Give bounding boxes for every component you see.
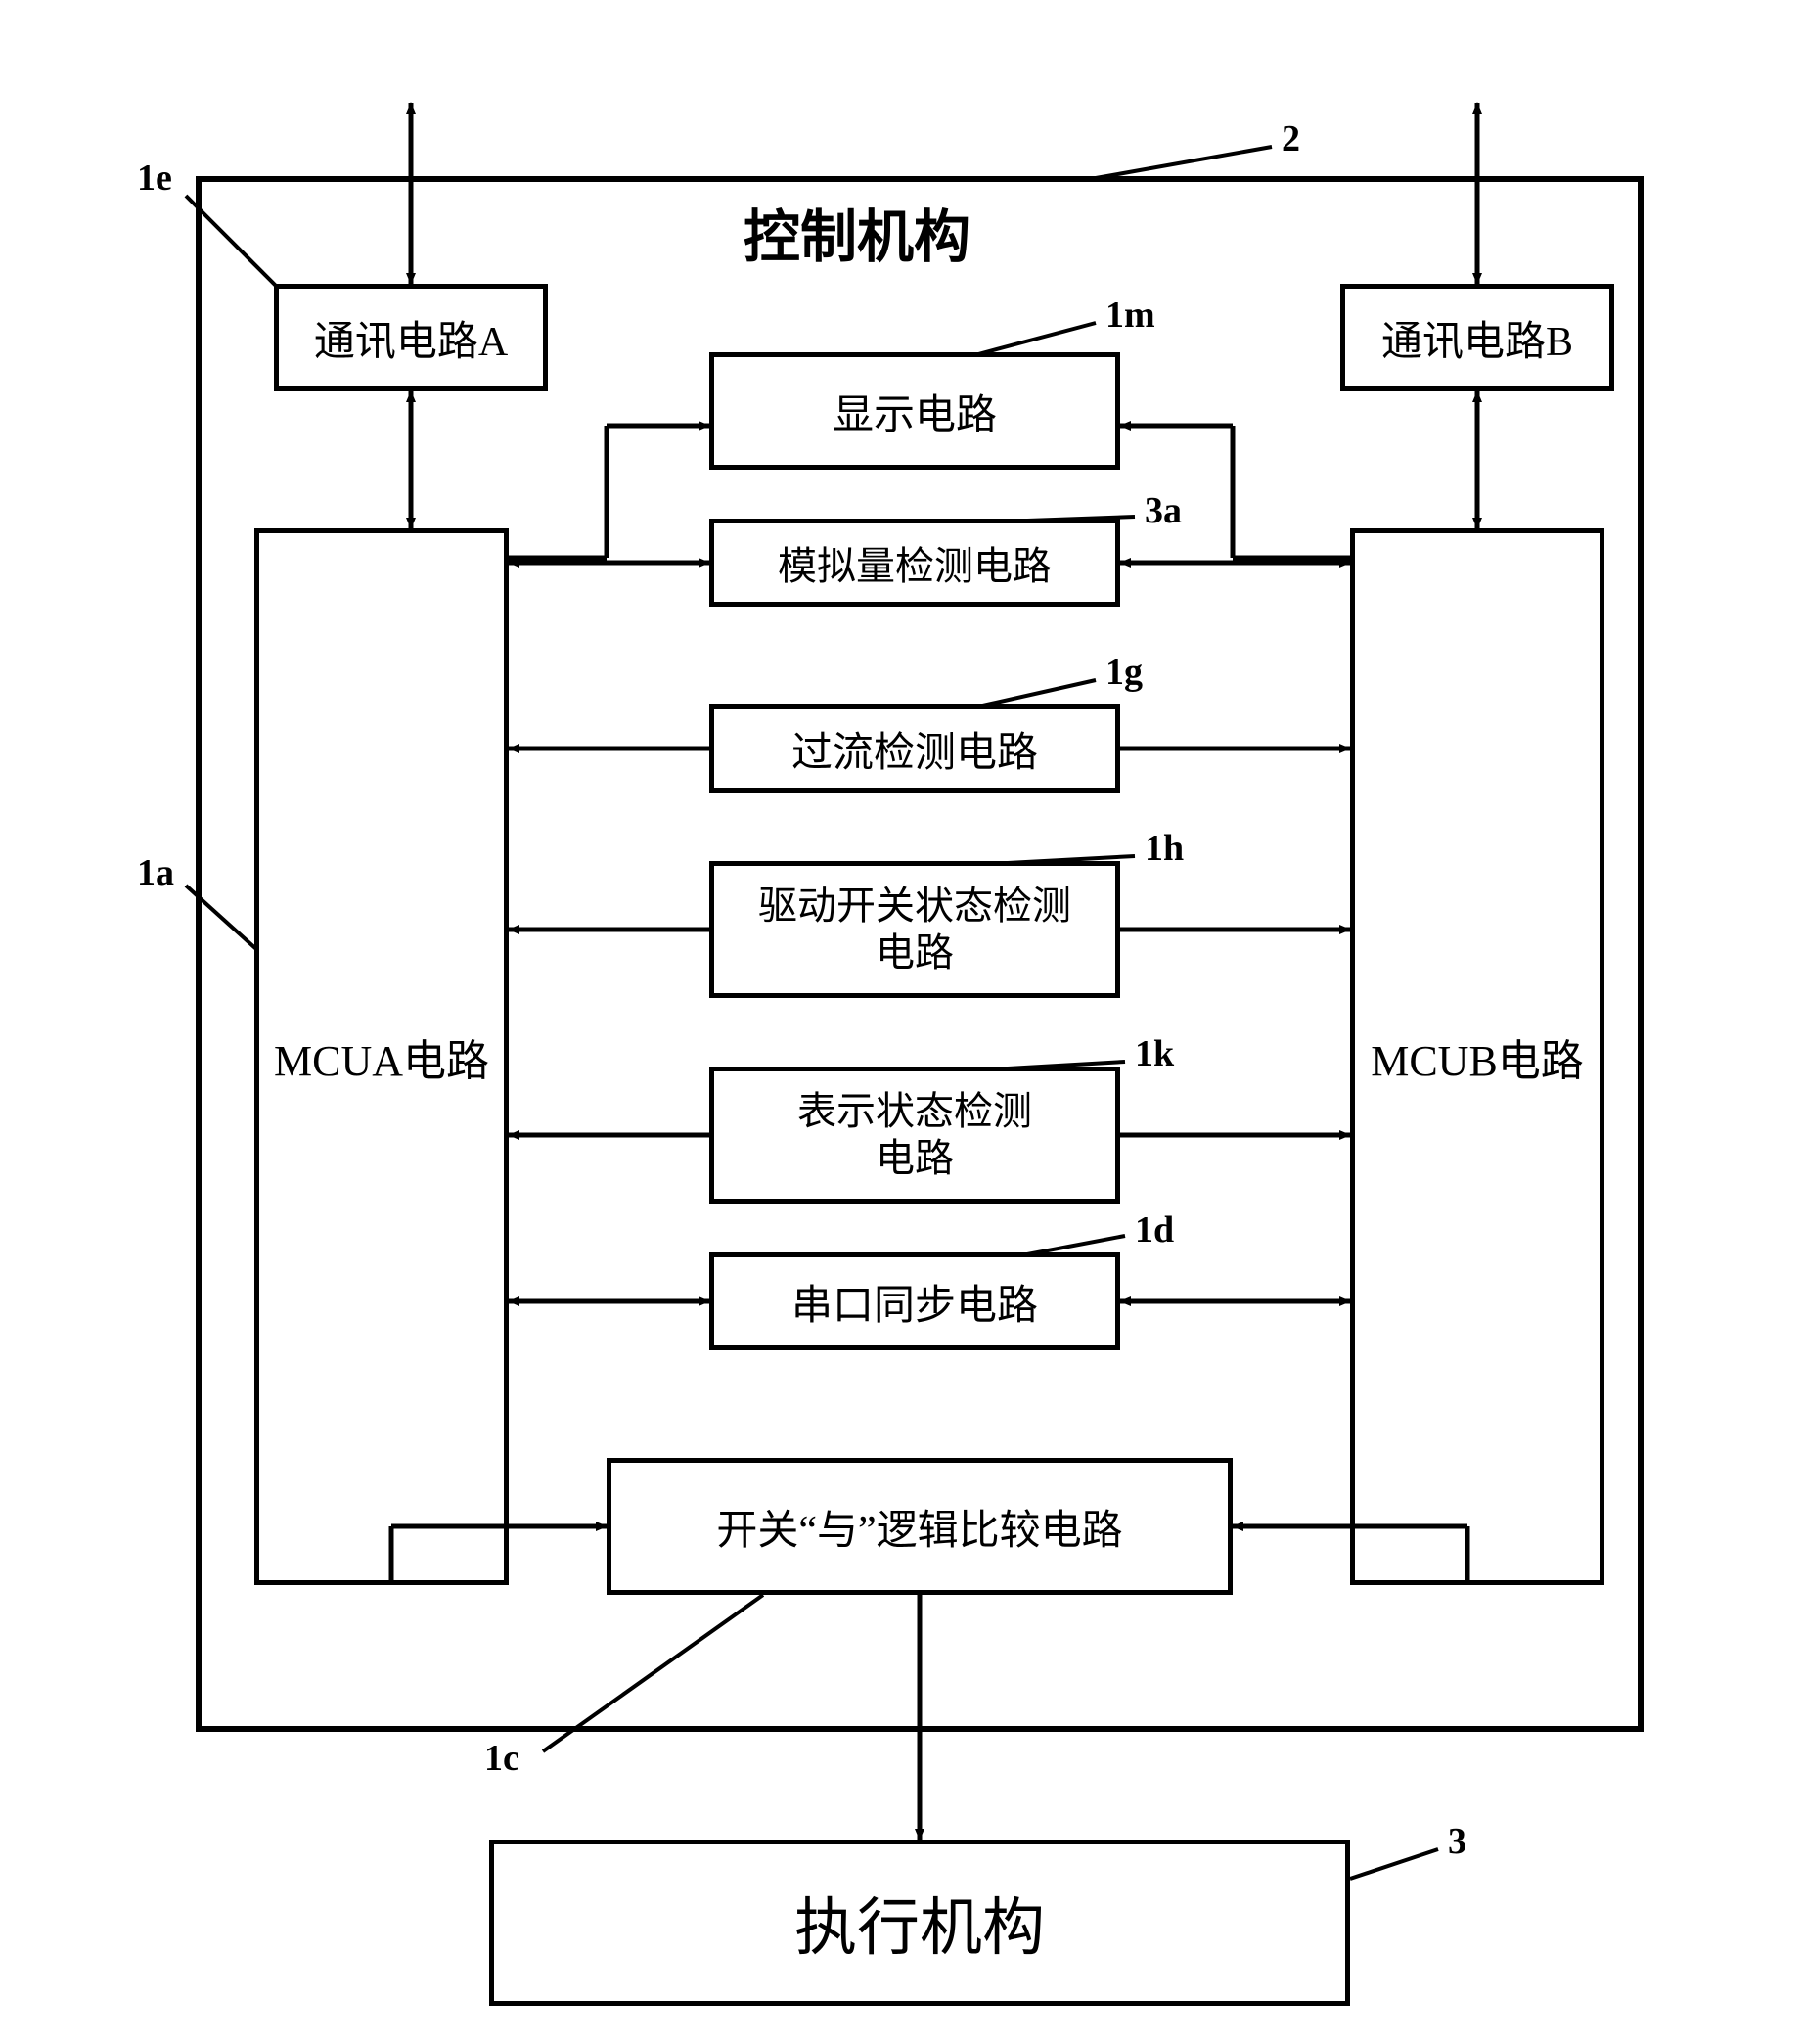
display-circuit: 显示电路 <box>709 352 1120 470</box>
display-text: 显示电路 <box>833 382 997 441</box>
analog-detect-circuit: 模拟量检测电路 <box>709 519 1120 607</box>
serial-sync-circuit: 串口同步电路 <box>709 1252 1120 1350</box>
comm-circuit-a: 通讯电路A <box>274 284 548 391</box>
overcur-text: 过流检测电路 <box>791 719 1038 779</box>
label-1d: 1d <box>1135 1208 1174 1251</box>
mcu-a-block: MCUA电路 <box>254 528 509 1585</box>
andlogic-text: 开关“与”逻辑比较电路 <box>716 1497 1122 1557</box>
label-1m: 1m <box>1105 294 1155 337</box>
mcu-b-block: MCUB电路 <box>1350 528 1604 1585</box>
indstate-text: 表示状态检测 电路 <box>797 1088 1032 1182</box>
label-3a: 3a <box>1145 489 1182 532</box>
mcu-b-text: MCUB电路 <box>1371 1025 1584 1088</box>
label-1c: 1c <box>484 1737 519 1780</box>
drive-switch-state-circuit: 驱动开关状态检测 电路 <box>709 861 1120 998</box>
diagram-canvas: 控制机构 通讯电路A 通讯电路B MCUA电路 MCUB电路 显示电路 模拟量检… <box>0 0 1803 2044</box>
label-1a: 1a <box>137 851 174 894</box>
label-3: 3 <box>1448 1820 1466 1863</box>
label-1k: 1k <box>1135 1032 1174 1075</box>
and-logic-compare-circuit: 开关“与”逻辑比较电路 <box>607 1458 1233 1595</box>
mcu-a-text: MCUA电路 <box>274 1025 489 1088</box>
label-1h: 1h <box>1145 827 1184 870</box>
indication-state-circuit: 表示状态检测 电路 <box>709 1067 1120 1204</box>
label-1e: 1e <box>137 157 172 200</box>
comm-b-text: 通讯电路B <box>1381 308 1573 368</box>
label-2: 2 <box>1282 117 1300 160</box>
comm-circuit-b: 通讯电路B <box>1340 284 1614 391</box>
overcurrent-detect-circuit: 过流检测电路 <box>709 704 1120 793</box>
drvstate-text: 驱动开关状态检测 电路 <box>758 883 1071 977</box>
label-1g: 1g <box>1105 651 1143 694</box>
exec-text: 执行机构 <box>794 1878 1045 1968</box>
comm-a-text: 通讯电路A <box>314 308 508 368</box>
analog-text: 模拟量检测电路 <box>778 534 1052 591</box>
executor-block: 执行机构 <box>489 1840 1350 2006</box>
serial-text: 串口同步电路 <box>791 1272 1038 1332</box>
